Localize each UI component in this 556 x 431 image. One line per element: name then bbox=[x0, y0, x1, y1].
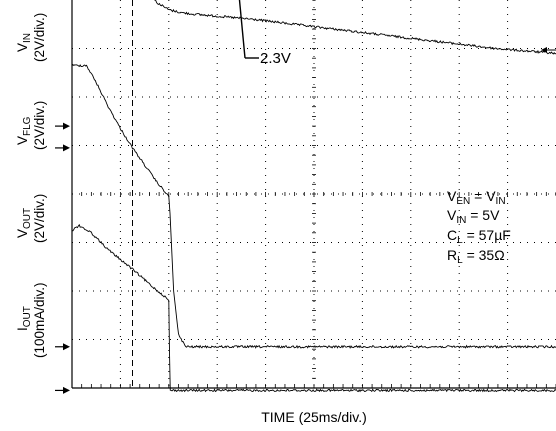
label-vin-scale: (2V/div.) bbox=[32, 13, 47, 62]
label-vout: VOUT bbox=[15, 208, 33, 238]
ground-markers bbox=[55, 122, 70, 394]
x-axis-label: TIME (25ms/div.) bbox=[261, 409, 367, 425]
test-conditions: VEN = VIN VIN = 5V CL = 57µF RL = 35Ω bbox=[447, 188, 511, 266]
label-iout-scale: (100mA/div.) bbox=[32, 282, 47, 358]
condition-vin: VIN = 5V bbox=[447, 207, 500, 226]
condition-ven: VEN = VIN bbox=[447, 188, 506, 207]
condition-cl: CL = 57µF bbox=[447, 227, 511, 246]
grid bbox=[71, 0, 556, 389]
ground-marker-vout bbox=[63, 343, 70, 351]
annotation-2-3v: 2.3V bbox=[238, 0, 291, 67]
annotation-leader-diag bbox=[238, 0, 246, 59]
label-vout-scale: (2V/div.) bbox=[32, 194, 47, 243]
trace-vflg bbox=[154, 0, 556, 55]
annotation-label: 2.3V bbox=[260, 50, 291, 67]
condition-rl: RL = 35Ω bbox=[447, 247, 505, 266]
label-vflg: VFLG bbox=[15, 116, 33, 145]
ground-marker-vin bbox=[63, 122, 70, 130]
trace-iout bbox=[71, 223, 556, 393]
label-iout: IOUT bbox=[15, 306, 33, 331]
label-vflg-scale: (2V/div.) bbox=[32, 101, 47, 150]
ground-marker-iout bbox=[63, 386, 70, 394]
right-edge-marker bbox=[541, 47, 556, 53]
ground-marker-vflg bbox=[63, 144, 70, 152]
trace-vout bbox=[71, 63, 556, 349]
traces bbox=[71, 0, 556, 393]
label-vin: VIN bbox=[15, 33, 33, 52]
